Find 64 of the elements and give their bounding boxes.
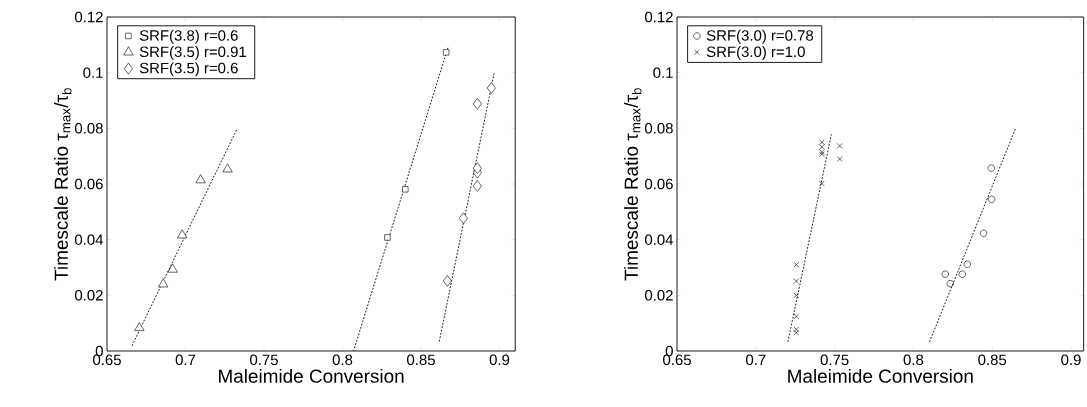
point xyxy=(402,186,409,193)
legend-label: SRF(3.0) r=1.0 xyxy=(706,46,805,61)
point xyxy=(195,174,206,184)
y-tick-label: 0.02 xyxy=(644,290,673,301)
x-tick-label: 0.75 xyxy=(820,354,849,366)
point xyxy=(458,212,468,225)
point xyxy=(836,156,843,162)
y-tick-label: 0.06 xyxy=(74,178,103,190)
point xyxy=(793,313,800,320)
x-axis-title: Maleimide Conversion xyxy=(219,368,404,383)
y-tick-label: 0.04 xyxy=(74,234,104,245)
x-tick-label: 0.8 xyxy=(903,354,924,366)
point xyxy=(177,229,188,239)
point xyxy=(987,164,995,172)
y-tick-label: 0.1 xyxy=(83,67,103,78)
y-tick-label: 0.12 xyxy=(74,11,103,23)
point xyxy=(987,195,996,203)
y-tick-label: 0.08 xyxy=(74,123,103,134)
y-tick-label: 0.12 xyxy=(644,11,673,23)
point xyxy=(793,261,800,268)
point xyxy=(793,329,800,336)
point xyxy=(836,143,843,149)
point xyxy=(958,270,966,278)
x-tick-label: 0.9 xyxy=(489,354,510,366)
legend-label: SRF(3.5) r=0.6 xyxy=(139,62,238,77)
point xyxy=(941,270,949,278)
x-tick-label: 0.7 xyxy=(746,354,766,366)
y-tick-label: 0.02 xyxy=(74,290,103,301)
point xyxy=(384,234,391,241)
point xyxy=(442,275,452,287)
point xyxy=(222,163,233,173)
point xyxy=(963,260,971,268)
point xyxy=(819,180,825,187)
x-axis-title: Maleimide Conversion xyxy=(788,368,973,383)
x-tick-label: 0.85 xyxy=(407,354,435,366)
point xyxy=(979,229,988,237)
point xyxy=(167,263,178,273)
y-tick-label: 0.04 xyxy=(644,234,674,245)
point xyxy=(472,98,482,110)
x-tick-label: 0.8 xyxy=(332,354,353,366)
legend-label: SRF(3.8) r=0.6 xyxy=(139,29,238,44)
x-tick-label: 0.85 xyxy=(978,354,1007,366)
point xyxy=(158,278,169,288)
x-tick-label: 0.7 xyxy=(175,354,196,366)
point xyxy=(946,280,954,288)
x-tick-label: 0.9 xyxy=(1061,354,1081,366)
point xyxy=(819,144,825,150)
y-tick-label: 0.08 xyxy=(644,123,673,134)
point xyxy=(793,292,800,299)
y-tick-label: 0.06 xyxy=(644,178,673,190)
point xyxy=(443,49,450,56)
x-tick-label: 0.75 xyxy=(250,354,278,366)
y-axis-title: Timescale Ratio τ$_{max}$/τ$_{b}$ xyxy=(54,88,72,281)
point xyxy=(486,82,496,94)
y-axis-title: Timescale Ratio τ$_{max}$/τ$_{b}$ xyxy=(624,88,642,281)
point xyxy=(472,180,482,192)
legend-label: SRF(3.0) r=0.78 xyxy=(706,29,814,44)
point xyxy=(793,326,800,333)
point xyxy=(819,139,825,146)
point xyxy=(134,322,145,331)
point xyxy=(793,278,800,284)
legend-label: SRF(3.5) r=0.91 xyxy=(139,46,246,61)
y-tick-label: 0.1 xyxy=(653,67,673,78)
point xyxy=(472,162,482,174)
